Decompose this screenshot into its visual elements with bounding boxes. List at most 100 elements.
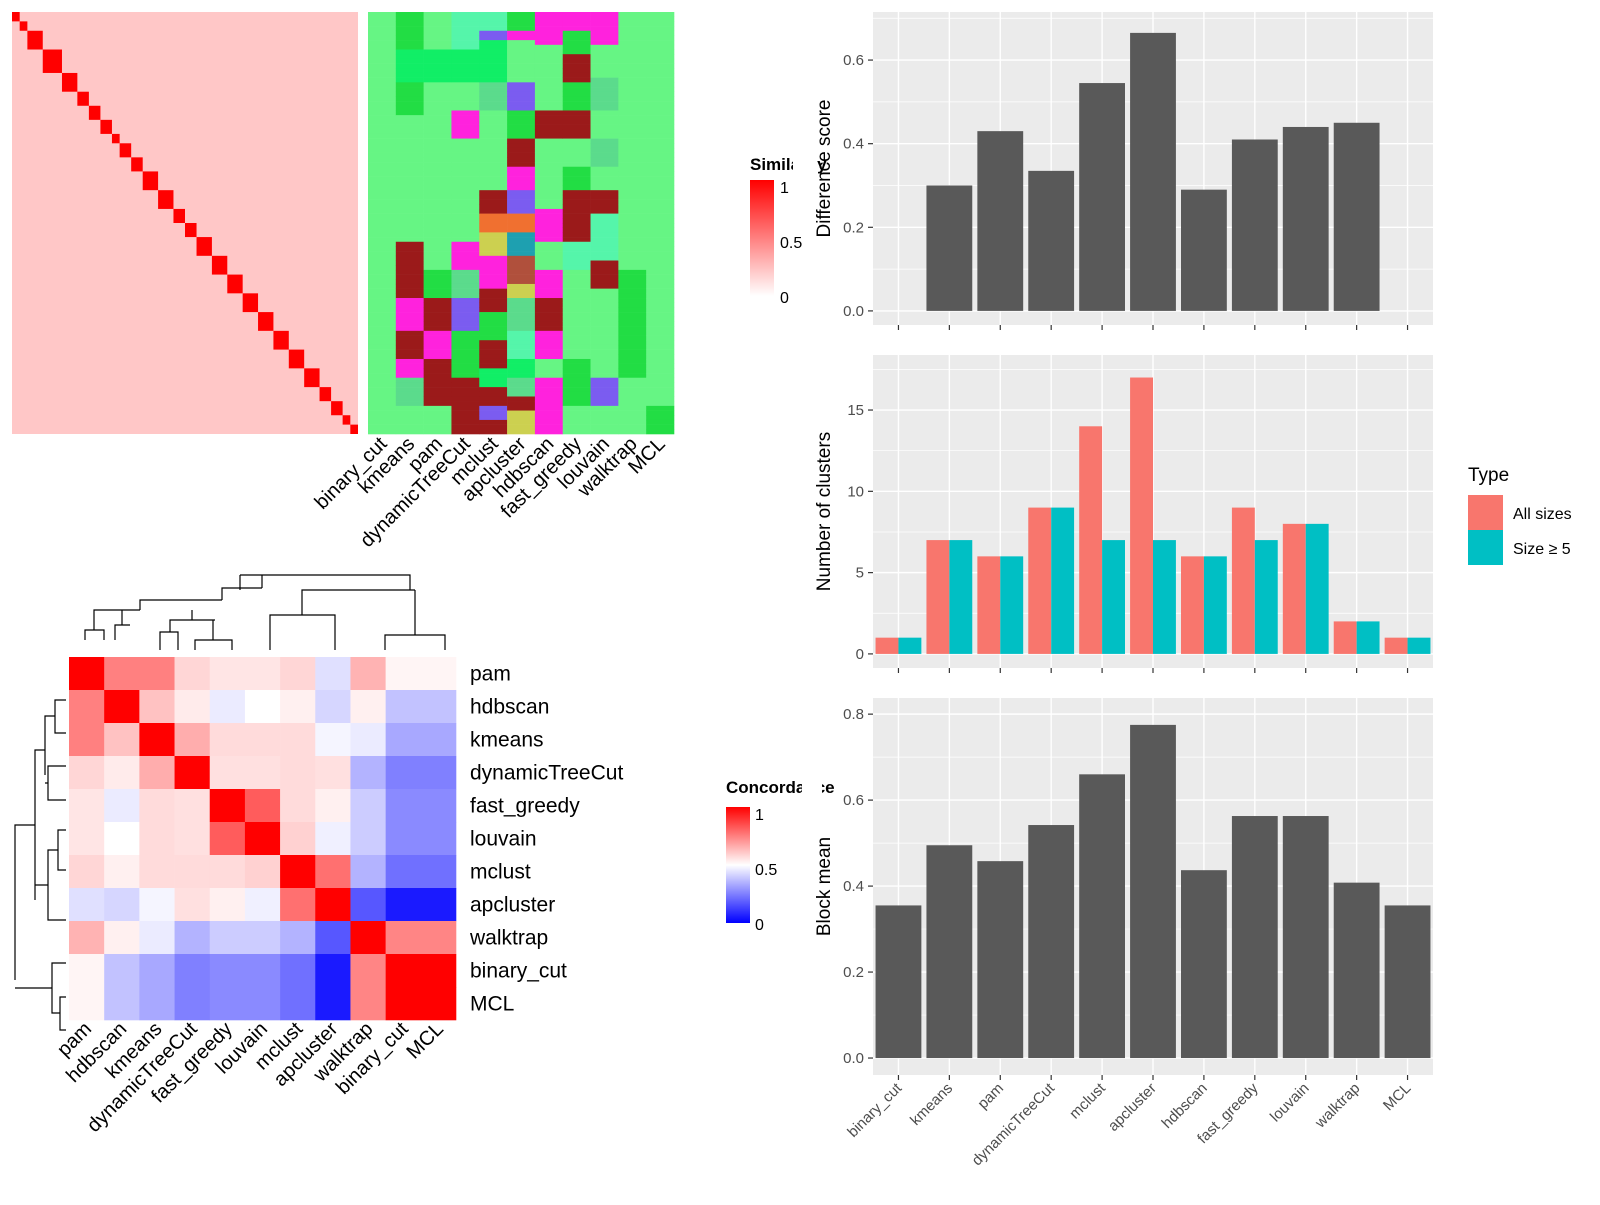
concordance-cell: [315, 657, 351, 691]
class-cell: [590, 143, 619, 149]
class-cell: [618, 213, 647, 219]
class-cell: [368, 227, 397, 233]
class-cell: [618, 410, 647, 416]
class-cell: [423, 377, 452, 383]
class-cell: [534, 391, 564, 397]
class-cell: [479, 190, 508, 196]
class-cell: [479, 162, 508, 168]
class-cell: [479, 269, 508, 275]
concordance-cell: [209, 723, 246, 757]
concordance-column-labels: pamhdbscankmeansdynamicTreeCutfast_greed…: [53, 1018, 448, 1137]
class-cell: [507, 12, 536, 17]
concordance-row-label: binary_cut: [470, 960, 567, 983]
concordance-cell: [104, 690, 140, 724]
class-cell: [590, 166, 619, 172]
class-cell: [534, 396, 564, 402]
class-cell: [562, 91, 591, 97]
class-cell: [368, 391, 397, 397]
class-cell: [451, 340, 480, 346]
class-cell: [451, 344, 480, 350]
class-cell: [451, 96, 480, 102]
class-cell: [646, 180, 675, 186]
class-cell: [590, 157, 619, 163]
class-cell: [590, 255, 619, 261]
concordance-cell: [315, 789, 351, 823]
class-cell: [507, 279, 536, 285]
class-cell: [395, 227, 424, 233]
class-cell: [534, 265, 564, 271]
class-cell: [507, 208, 536, 214]
class-cell: [534, 227, 564, 233]
concordance-cell: [209, 657, 246, 691]
class-cell: [618, 101, 647, 107]
class-cell: [507, 358, 536, 364]
class-cell: [562, 326, 591, 332]
class-cell: [368, 162, 397, 168]
class-cell: [507, 363, 536, 369]
concordance-cell: [104, 789, 140, 823]
class-cell: [507, 410, 536, 416]
class-cell: [590, 373, 619, 379]
class-cell: [562, 68, 591, 74]
concordance-cell: [420, 888, 457, 922]
concordance-cell: [315, 723, 351, 757]
class-cell: [423, 246, 452, 252]
class-cell: [423, 204, 452, 210]
class-cell: [451, 349, 480, 355]
class-cell: [534, 274, 564, 280]
y-tick-label: 0.4: [843, 136, 864, 153]
similarity-diagonal-block: [227, 274, 243, 294]
class-cell: [451, 72, 480, 78]
class-cell: [507, 326, 536, 332]
class-cell: [562, 87, 591, 93]
class-cell: [618, 133, 647, 139]
class-cell: [368, 405, 397, 411]
class-cell: [479, 133, 508, 139]
class-cell: [534, 68, 564, 74]
class-cell: [423, 16, 452, 22]
class-cell: [562, 316, 591, 322]
legend-key-size-ge5: [1468, 530, 1503, 565]
class-cell: [451, 58, 480, 64]
class-cell: [479, 227, 508, 233]
class-cell: [646, 237, 675, 243]
class-cell: [590, 49, 619, 55]
class-cell: [562, 349, 591, 355]
class-cell: [590, 133, 619, 139]
class-cell: [646, 279, 675, 285]
class-cell: [507, 16, 536, 22]
concordance-cell: [385, 657, 422, 691]
class-cell: [423, 72, 452, 78]
class-cell: [368, 213, 397, 219]
class-cell: [618, 152, 647, 158]
class-cell: [507, 260, 536, 266]
class-cell: [368, 72, 397, 78]
class-cell: [368, 82, 397, 88]
concordance-cell: [209, 690, 246, 724]
class-cell: [646, 223, 675, 228]
class-cell: [590, 194, 619, 200]
class-cell: [507, 241, 536, 247]
class-cell: [368, 30, 397, 36]
similarity-color-bar: [750, 180, 774, 296]
class-cell: [451, 190, 480, 196]
class-cell: [646, 368, 675, 374]
type-legend: Type All sizes Size ≥ 5: [1468, 465, 1572, 565]
class-cell: [423, 396, 452, 402]
class-cell: [368, 387, 397, 393]
class-cell: [395, 143, 424, 149]
class-cell: [646, 227, 675, 233]
class-cell: [423, 180, 452, 186]
class-cell: [590, 302, 619, 308]
class-cell: [423, 391, 452, 397]
similarity-diagonal-block: [77, 91, 89, 106]
bar: [1079, 83, 1125, 311]
concordance-cell: [315, 855, 351, 889]
concordance-cell: [280, 987, 316, 1021]
class-cell: [479, 101, 508, 107]
class-cell: [451, 133, 480, 139]
class-cell: [562, 218, 591, 224]
class-cell: [590, 307, 619, 313]
concordance-cell: [174, 822, 211, 856]
class-cell: [646, 260, 675, 266]
